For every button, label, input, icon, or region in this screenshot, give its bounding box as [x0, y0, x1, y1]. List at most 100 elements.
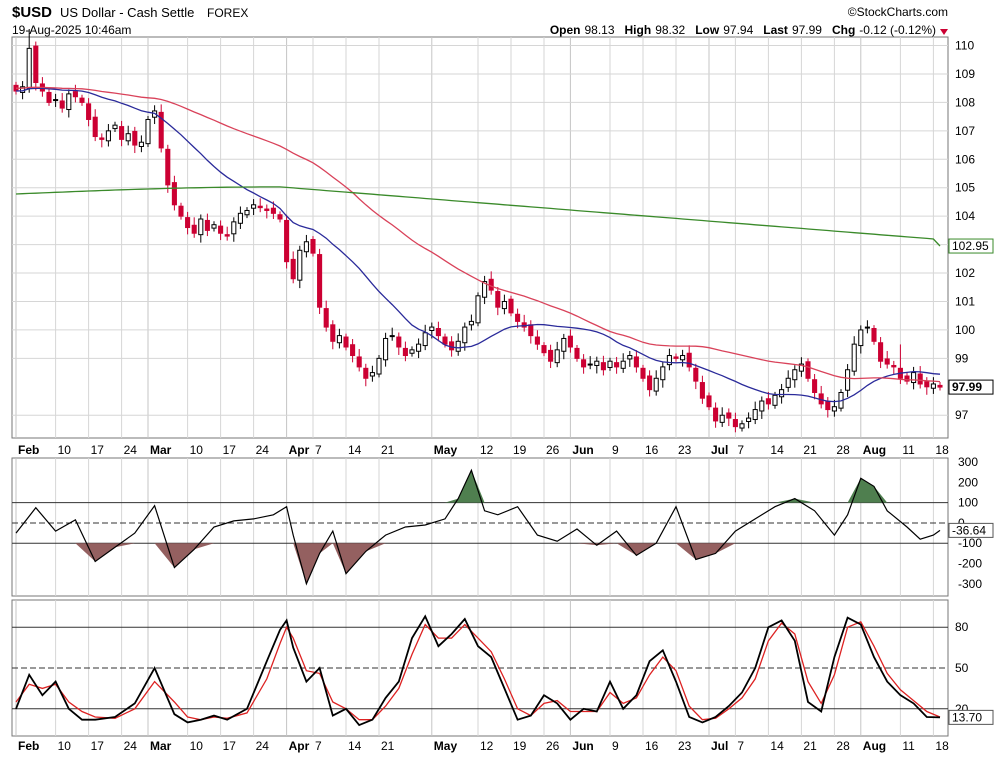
stoch-k-line — [15, 614, 941, 727]
price-candle — [640, 364, 646, 382]
price-candle — [858, 325, 864, 354]
price-candle — [567, 329, 573, 353]
price-candle — [99, 133, 105, 148]
x-tick-label: 17 — [223, 443, 237, 457]
price-candle — [330, 320, 336, 350]
price-tick-label: 99 — [955, 351, 969, 365]
price-candle — [594, 356, 600, 374]
price-candle — [204, 213, 210, 237]
stoch-tick-label: 50 — [955, 661, 969, 675]
x-tick-label: 7 — [737, 443, 744, 457]
price-tick-label: 110 — [955, 39, 974, 53]
price-candle — [244, 207, 250, 219]
stoch-d-line — [15, 620, 941, 721]
price-candle — [739, 420, 745, 432]
price-candle — [165, 144, 171, 193]
price-candle — [614, 356, 620, 374]
price-candle — [409, 346, 415, 357]
price-candle — [878, 337, 884, 369]
price-candle — [864, 320, 870, 334]
price-candle — [218, 220, 224, 241]
price-candle — [765, 391, 771, 410]
price-candle — [105, 124, 111, 147]
x-tick-label: 10 — [190, 443, 204, 457]
price-candle — [376, 354, 382, 378]
cci-value-tag: -36.64 — [952, 523, 986, 537]
price-tick-label: 108 — [955, 95, 975, 109]
x-tick-label: 19 — [513, 443, 527, 457]
x-tick-label: 14 — [770, 739, 784, 753]
quote-value: -0.12 (-0.12%) — [859, 23, 936, 37]
x-tick-label: 28 — [836, 739, 850, 753]
price-candle — [812, 374, 818, 400]
x-tick-label: 10 — [58, 443, 72, 457]
price-candle — [86, 98, 92, 127]
cci-tick-label: -200 — [958, 557, 982, 571]
price-candle — [904, 372, 910, 385]
quote-value: 97.99 — [792, 23, 822, 37]
price-candle — [33, 41, 39, 91]
price-candle — [574, 345, 580, 362]
quote-label: Last — [763, 23, 788, 37]
price-tick-label: 107 — [955, 124, 975, 138]
price-candle — [818, 385, 824, 409]
x-tick-label: Jun — [572, 739, 593, 753]
quote-value: 98.13 — [584, 23, 614, 37]
price-candle — [548, 344, 554, 369]
price-candle — [541, 342, 547, 357]
x-tick-label: 17 — [223, 739, 237, 753]
x-tick-label: Feb — [18, 443, 39, 457]
price-candle — [732, 412, 738, 433]
x-tick-label: Aug — [863, 739, 886, 753]
ma-long-value-tag-box — [948, 238, 994, 254]
x-tick-label: 24 — [124, 443, 138, 457]
x-tick-label: 10 — [58, 739, 72, 753]
copyright-label[interactable]: ©StockCharts.com — [848, 5, 948, 19]
price-candle — [620, 353, 626, 373]
cci-layer — [12, 468, 948, 586]
price-candle — [303, 234, 309, 258]
price-candle — [713, 402, 719, 428]
price-candle — [528, 320, 534, 344]
axis-layer: 9799100101102103104105106107108109110-30… — [18, 39, 994, 753]
price-candle — [699, 375, 705, 404]
price-candle — [132, 126, 138, 154]
x-tick-label: Apr — [289, 739, 310, 753]
x-tick-label: Jul — [711, 443, 728, 457]
price-candle — [224, 226, 230, 241]
price-candle — [686, 345, 692, 372]
price-candle — [455, 333, 461, 356]
price-candle — [317, 248, 323, 315]
x-tick-label: Apr — [289, 443, 310, 457]
price-candle — [257, 198, 263, 213]
grid-layer — [12, 37, 948, 736]
price-candle — [383, 332, 389, 367]
price-candle — [660, 362, 666, 388]
cci-tick-label: -300 — [958, 577, 982, 591]
cci-oversold-fill — [16, 543, 940, 584]
price-candle — [871, 325, 877, 345]
x-tick-label: 14 — [770, 443, 784, 457]
x-tick-label: 23 — [678, 443, 692, 457]
moving-average-mid — [16, 86, 941, 383]
x-tick-label: Feb — [18, 739, 39, 753]
price-candle — [363, 363, 369, 387]
price-candle — [53, 93, 59, 107]
price-candle — [237, 206, 243, 229]
price-candle — [891, 360, 897, 375]
price-candle — [462, 322, 468, 351]
price-candle — [911, 366, 917, 390]
price-candle — [706, 392, 712, 411]
x-tick-label: Jul — [711, 739, 728, 753]
price-candle — [270, 201, 276, 220]
quote-value: 97.94 — [723, 23, 753, 37]
price-candle — [396, 332, 402, 355]
price-candle — [924, 377, 930, 395]
x-tick-label: 11 — [902, 739, 915, 753]
stoch-value-tag-box — [948, 709, 994, 725]
x-tick-label: 28 — [836, 443, 850, 457]
price-panel-frame — [11, 36, 949, 439]
price-tick-label: 97 — [955, 408, 969, 422]
x-tick-label: Jun — [572, 443, 593, 457]
quote-label: High — [625, 23, 652, 37]
